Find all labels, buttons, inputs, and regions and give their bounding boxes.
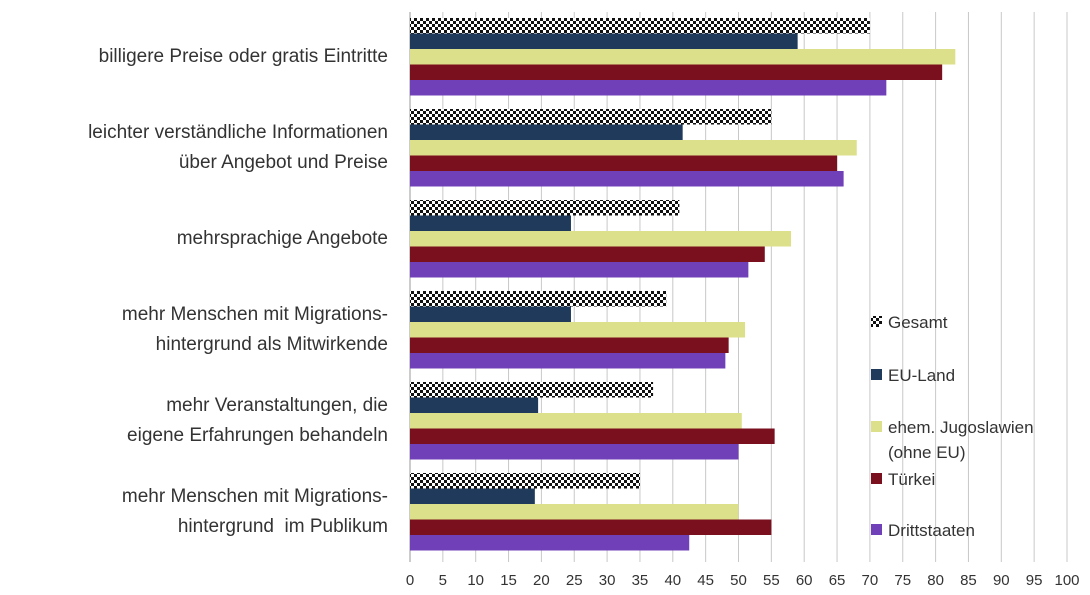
bar	[410, 64, 943, 80]
x-tick-label: 60	[796, 572, 813, 589]
legend-swatch	[871, 421, 882, 432]
x-tick-label: 30	[599, 572, 616, 589]
bar	[410, 444, 739, 460]
legend-label: Drittstaaten	[888, 521, 975, 540]
bar	[410, 200, 680, 216]
bar	[410, 428, 775, 444]
x-tick-label: 70	[862, 572, 879, 589]
x-tick-label: 55	[763, 572, 780, 589]
legend-label: Türkei	[888, 470, 936, 489]
x-tick-label: 75	[894, 572, 911, 589]
bar	[410, 322, 746, 338]
x-tick-label: 20	[533, 572, 550, 589]
bar	[410, 473, 640, 489]
bar	[410, 535, 690, 551]
bar	[410, 353, 726, 369]
bar	[410, 231, 792, 247]
x-tick-label: 25	[566, 572, 583, 589]
bar	[410, 306, 571, 322]
x-tick-label: 40	[664, 572, 681, 589]
x-tick-label: 65	[829, 572, 846, 589]
bar	[410, 109, 772, 125]
bar	[410, 262, 749, 278]
bar	[410, 80, 887, 96]
bar	[410, 413, 742, 429]
bar	[410, 504, 739, 520]
category-label: mehr Menschen mit Migrations- hintergrun…	[121, 485, 388, 537]
legend-swatch	[871, 473, 882, 484]
x-tick-label: 85	[960, 572, 977, 589]
category-label: mehr Menschen mit Migrations- hintergrun…	[121, 303, 388, 355]
bar	[410, 124, 683, 140]
x-tick-label: 100	[1054, 572, 1079, 589]
category-label: billigere Preise oder gratis Eintritte	[98, 45, 388, 67]
bar	[410, 171, 844, 187]
x-tick-label: 80	[927, 572, 944, 589]
category-label: mehr Veranstaltungen, die eigene Erfahru…	[127, 394, 388, 446]
x-tick-label: 45	[697, 572, 714, 589]
bar	[410, 33, 798, 49]
category-label: leichter verständliche Informationen übe…	[88, 121, 388, 173]
x-tick-label: 5	[439, 572, 447, 589]
bar	[410, 49, 956, 65]
legend-swatch	[871, 316, 882, 327]
legend-label: ehem. Jugoslawien (ohne EU)	[888, 418, 1034, 462]
x-tick-label: 15	[500, 572, 517, 589]
bar	[410, 155, 838, 171]
bar	[410, 140, 857, 156]
x-tick-label: 0	[406, 572, 414, 589]
bar	[410, 382, 654, 398]
bar	[410, 488, 535, 504]
bar	[410, 397, 539, 413]
category-label: mehrsprachige Angebote	[176, 227, 388, 249]
bar	[410, 519, 772, 535]
x-tick-label: 35	[632, 572, 649, 589]
bar	[410, 246, 765, 262]
x-tick-label: 90	[993, 572, 1010, 589]
x-tick-label: 10	[467, 572, 484, 589]
legend-label: Gesamt	[888, 313, 948, 332]
x-tick-label: 95	[1026, 572, 1043, 589]
legend-swatch	[871, 369, 882, 380]
bar	[410, 215, 571, 231]
x-tick-label: 50	[730, 572, 747, 589]
bar	[410, 18, 870, 34]
bar	[410, 291, 667, 307]
bar	[410, 337, 729, 353]
legend-swatch	[871, 524, 882, 535]
legend-label: EU-Land	[888, 366, 956, 385]
